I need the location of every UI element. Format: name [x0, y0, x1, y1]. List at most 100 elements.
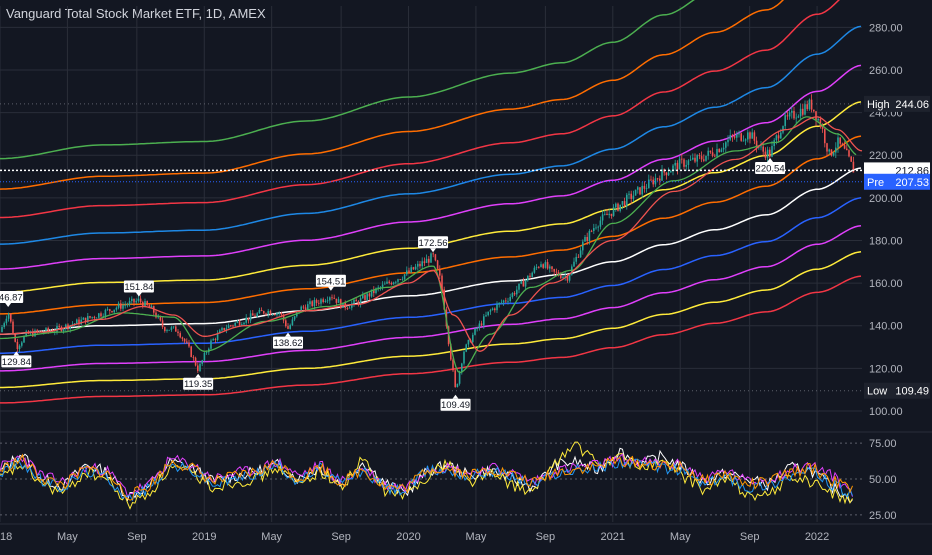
candle-body — [698, 155, 701, 157]
candle-body — [824, 129, 826, 144]
oscillator-axis-tick-label: 75.00 — [869, 438, 897, 450]
candle-body — [533, 267, 536, 273]
candle-body — [359, 298, 362, 305]
candle-body — [511, 293, 514, 297]
candle-body — [714, 155, 716, 157]
time-axis-tick-label: 2018 — [0, 531, 12, 543]
pivot-label: 151.84 — [124, 282, 153, 293]
pivot-label-box — [183, 377, 214, 390]
candle-body — [520, 281, 522, 284]
candle-body — [780, 132, 782, 139]
pivot-label: 172.56 — [419, 238, 448, 249]
candle-body — [331, 297, 333, 299]
candle-body — [302, 306, 305, 308]
candle-body — [527, 275, 529, 281]
envelope-bands — [0, 0, 862, 404]
candle-body — [654, 178, 657, 185]
price-tag-prefix: High — [867, 99, 890, 111]
candle-body — [678, 158, 681, 170]
candle-body — [623, 201, 626, 206]
candle-body — [423, 261, 426, 263]
candle-body — [731, 135, 734, 137]
candle-body — [832, 152, 835, 156]
candle-body — [313, 299, 316, 307]
candle-body — [214, 339, 217, 340]
candle-body — [87, 316, 89, 323]
candle-body — [461, 363, 463, 372]
candle-body — [307, 304, 309, 311]
candle-body — [388, 281, 390, 283]
candle-body — [769, 149, 771, 157]
candle-body — [507, 300, 509, 302]
candle-body — [582, 241, 584, 251]
candle-body — [542, 264, 544, 268]
candle-body — [164, 327, 166, 331]
candle-body — [725, 142, 727, 148]
candle-body — [188, 342, 190, 347]
band-line-8 — [0, 0, 840, 219]
candle-body — [566, 275, 569, 281]
candle-body — [219, 330, 221, 334]
candle-body — [269, 310, 272, 315]
candle-body — [436, 260, 439, 269]
candle-body — [766, 149, 769, 158]
pivot-pointer — [195, 373, 202, 378]
candle-body — [353, 299, 355, 304]
candle-body — [810, 99, 813, 110]
price-tag-value: 244.06 — [895, 99, 929, 111]
candle-body — [648, 179, 650, 189]
candle-body — [555, 271, 558, 273]
candle-body — [705, 155, 707, 161]
candle-body — [197, 365, 199, 372]
candle-body — [573, 261, 575, 267]
candle-body — [254, 315, 256, 317]
candle-body — [397, 279, 399, 282]
candle-body — [221, 327, 223, 331]
pivot-label: 109.49 — [441, 400, 470, 411]
candle-body — [1, 327, 3, 333]
time-axis-tick-label: Sep — [127, 531, 147, 543]
candle-body — [645, 188, 648, 189]
candle-body — [109, 309, 111, 311]
candle-body — [733, 136, 736, 138]
candle-body — [144, 301, 146, 307]
candle-body — [34, 330, 36, 337]
candle-body — [373, 289, 375, 294]
candle-body — [590, 230, 593, 232]
candle-body — [346, 307, 349, 309]
candle-body — [439, 268, 441, 276]
band-line-10 — [0, 0, 695, 160]
candle-body — [729, 135, 731, 140]
candle-body — [498, 302, 500, 305]
candle-body — [762, 146, 764, 152]
price-axis-tick-label: 220.00 — [869, 150, 903, 162]
candle-body — [474, 328, 476, 335]
candle-body — [799, 108, 802, 117]
candle-body — [117, 303, 120, 308]
candle-body — [384, 283, 386, 285]
time-axis-tick-label: Sep — [536, 531, 556, 543]
candle-body — [608, 213, 610, 216]
candle-body — [168, 329, 170, 331]
candle-body — [681, 158, 683, 160]
candle-body — [505, 300, 507, 302]
candle-body — [25, 331, 27, 337]
band-line-2 — [0, 224, 862, 372]
candle-body — [150, 306, 153, 308]
price-axis: 100.00 120.00 140.00 160.00 180.00 200.00 220.… — [869, 22, 903, 418]
candle-body — [311, 301, 313, 307]
candle-body — [634, 189, 637, 196]
candle-body — [485, 315, 487, 317]
candle-body — [166, 330, 168, 331]
candle-body — [709, 150, 712, 153]
candle-body — [355, 299, 357, 302]
candle-body — [58, 326, 60, 327]
candle-body — [175, 326, 177, 332]
candle-body — [232, 325, 234, 327]
candle-body — [406, 270, 408, 275]
price-axis-tick-label: 100.00 — [869, 406, 903, 418]
candle-body — [797, 116, 800, 118]
candle-body — [45, 328, 47, 333]
candle-body — [111, 310, 113, 313]
